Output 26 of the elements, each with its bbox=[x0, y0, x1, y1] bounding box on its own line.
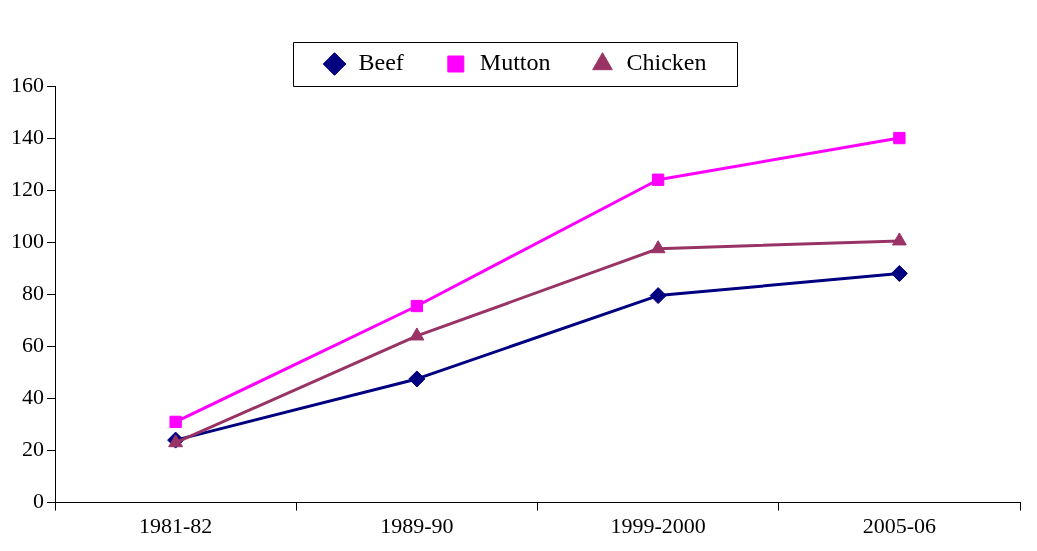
y-tick-label: 0 bbox=[33, 488, 44, 514]
point bbox=[649, 287, 667, 305]
point bbox=[169, 415, 182, 429]
x-tick-label: 1981-82 bbox=[138, 512, 213, 538]
x-tick-label: 1989-90 bbox=[380, 512, 454, 538]
y-tick-label: 60 bbox=[22, 332, 44, 358]
x-tick-label: 2005-06 bbox=[862, 512, 937, 538]
y-tick-label: 120 bbox=[11, 175, 44, 201]
point bbox=[650, 240, 666, 254]
point bbox=[651, 173, 665, 186]
point bbox=[893, 131, 906, 145]
point bbox=[409, 327, 425, 341]
point bbox=[890, 264, 908, 282]
legend-label: Chicken bbox=[626, 49, 707, 76]
point bbox=[408, 370, 426, 388]
point bbox=[410, 299, 424, 313]
legend-label: Mutton bbox=[479, 49, 551, 76]
x-tick-label: 1999-2000 bbox=[610, 512, 706, 538]
point bbox=[891, 232, 907, 246]
y-tick-label: 140 bbox=[11, 123, 44, 149]
y-tick-label: 100 bbox=[11, 228, 44, 254]
y-tick-label: 80 bbox=[22, 280, 44, 306]
legend-label: Beef bbox=[358, 49, 404, 76]
y-tick-label: 160 bbox=[11, 71, 44, 97]
y-tick-label: 40 bbox=[22, 384, 44, 410]
y-tick-label: 20 bbox=[22, 436, 44, 462]
